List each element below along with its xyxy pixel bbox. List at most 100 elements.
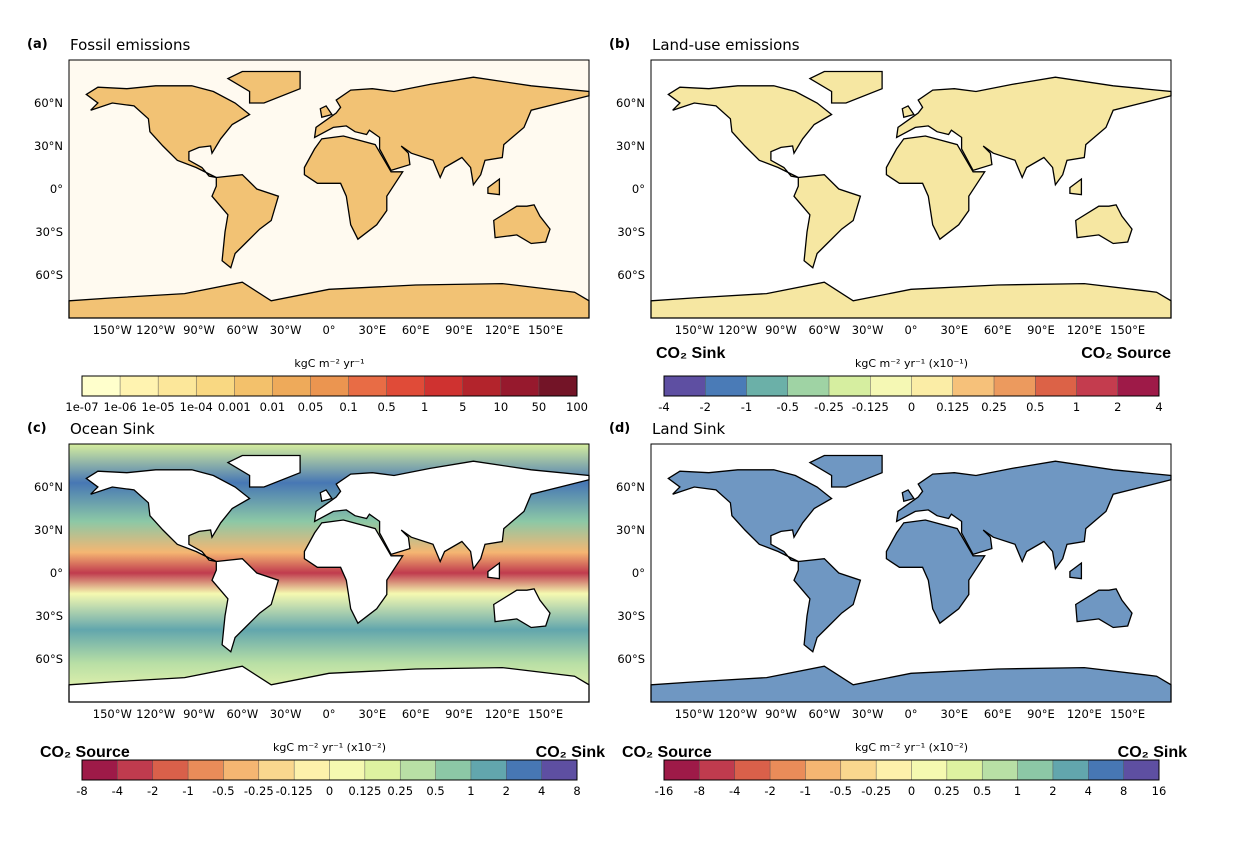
panel-a: (a) Fossil emissions60°N30°N0°30°S60°S150…: [27, 36, 590, 414]
landmass-borneo: [487, 177, 501, 196]
panel-label: (c): [27, 421, 47, 436]
colorbar-tick-label: 1: [1073, 400, 1080, 414]
colorbar-tick-label: -4: [729, 784, 740, 798]
colorbar-frame: [81, 375, 578, 397]
colorbar-tick-label: 50: [532, 400, 547, 414]
landmass-greenland: [808, 70, 883, 104]
landmass-australia: [493, 588, 551, 629]
lon-tick-label: 60°E: [402, 323, 430, 337]
colorbar-bin: [994, 376, 1036, 396]
colorbar-tick-label: -1: [800, 784, 811, 798]
lon-tick-label: 120°W: [136, 707, 175, 721]
landmass-eurasia: [895, 460, 1172, 571]
colorbar-tick-label: 5: [459, 400, 466, 414]
panel-label: (a): [27, 37, 48, 52]
landmass-eurasia: [313, 76, 590, 187]
colorbar-bin: [329, 760, 366, 780]
colorbar-bin: [120, 376, 159, 396]
landmass-samerica: [793, 174, 862, 269]
colorbar-tick-label: 1: [467, 784, 474, 798]
landmass-uk: [319, 489, 333, 503]
lon-tick-label: 60°E: [402, 707, 430, 721]
panel-d: (d) Land Sink 60°N 30°N 0° 30°S 60°S 150°W 120°W…: [609, 420, 1187, 798]
colorbar-tick-label: 0.5: [973, 784, 991, 798]
colorbar-tick-label: 0.25: [981, 400, 1007, 414]
landmass-namerica: [85, 85, 251, 179]
lat-tick-label: 0°: [632, 182, 645, 196]
landmass-borneo: [487, 561, 501, 580]
colorbar-tick-label: 8: [1120, 784, 1127, 798]
lon-tick-label: 150°W: [93, 707, 132, 721]
colorbar-tick-label: 0: [326, 784, 333, 798]
colorbar-bin: [1017, 760, 1054, 780]
colorbar-bin: [234, 376, 273, 396]
lon-tick-label: 60°E: [984, 323, 1012, 337]
colorbar-bin: [82, 760, 118, 780]
colorbar-bin: [911, 760, 948, 780]
colorbar-frame: [663, 759, 1160, 781]
lat-tick-label: 30°S: [35, 609, 63, 623]
landmass-australia: [493, 204, 551, 245]
lon-tick-label: 30°E: [941, 323, 969, 337]
lon-tick-label: 0°: [904, 707, 917, 721]
lat-tick-label: 30°S: [35, 225, 63, 239]
map-frame: [650, 59, 1172, 319]
colorbar-bin: [82, 376, 121, 396]
colorbar-tick-label: 0.25: [387, 784, 413, 798]
lon-tick-label: 0°: [904, 323, 917, 337]
colorbar-bin: [699, 760, 736, 780]
lat-tick-label: 60°N: [34, 96, 63, 110]
lon-tick-label: 30°E: [359, 323, 387, 337]
colorbar-bin: [787, 376, 830, 396]
lat-tick-label: 60°N: [616, 96, 645, 110]
lon-tick-label: 90°E: [1027, 707, 1055, 721]
lat-tick-label: 30°N: [34, 139, 63, 153]
colorbar-tick-label: -0.5: [830, 784, 852, 798]
lon-tick-label: 90°E: [1027, 323, 1055, 337]
landmass-africa: [885, 135, 986, 241]
lon-tick-label: 0°: [322, 707, 335, 721]
colorbar-tick-label: 4: [538, 784, 545, 798]
lon-tick-label: 120°W: [136, 323, 175, 337]
co2-left-label: CO₂ Source: [40, 744, 130, 761]
lat-tick-label: 30°N: [34, 523, 63, 537]
colorbar-tick-label: -0.25: [244, 784, 274, 798]
colorbar-bin: [272, 376, 311, 396]
landmass-uk: [901, 489, 915, 503]
colorbar-bin: [664, 376, 706, 396]
landmass-uk: [901, 105, 915, 119]
lat-tick-label: 30°S: [617, 225, 645, 239]
colorbar-tick-label: 1: [421, 400, 428, 414]
colorbar-bin: [117, 760, 154, 780]
colorbar-bin: [1088, 760, 1124, 780]
colorbar-bin: [946, 760, 983, 780]
colorbar-tick-label: -4: [112, 784, 123, 798]
colorbar-bin: [746, 376, 789, 396]
lon-tick-label: 90°W: [183, 707, 215, 721]
lon-tick-label: 30°E: [941, 707, 969, 721]
colorbar-tick-label: -0.125: [276, 784, 313, 798]
map-frame: [68, 59, 590, 319]
colorbar-tick-label: -16: [655, 784, 674, 798]
panel-title: Fossil emissions: [70, 36, 190, 54]
lon-tick-label: 150°W: [93, 323, 132, 337]
landmass-africa: [303, 135, 404, 241]
lon-tick-label: 120°W: [718, 323, 757, 337]
lon-tick-label: 90°E: [445, 707, 473, 721]
colorbar-tick-label: 4: [1085, 784, 1092, 798]
colorbar-bin: [258, 760, 295, 780]
colorbar-tick-label: 10: [494, 400, 509, 414]
landmass-samerica: [793, 558, 862, 653]
lon-tick-label: 120°E: [1067, 707, 1102, 721]
colorbar-bin: [982, 760, 1018, 780]
colorbar-bin: [310, 376, 349, 396]
colorbar-tick-label: -0.5: [777, 400, 799, 414]
colorbar-tick-label: 0.5: [377, 400, 395, 414]
colorbar-tick-label: -8: [694, 784, 705, 798]
panel-title: Land Sink: [652, 420, 726, 438]
lon-tick-label: 150°E: [528, 707, 563, 721]
colorbar-tick-label: 0.05: [298, 400, 324, 414]
lat-tick-label: 60°N: [34, 480, 63, 494]
